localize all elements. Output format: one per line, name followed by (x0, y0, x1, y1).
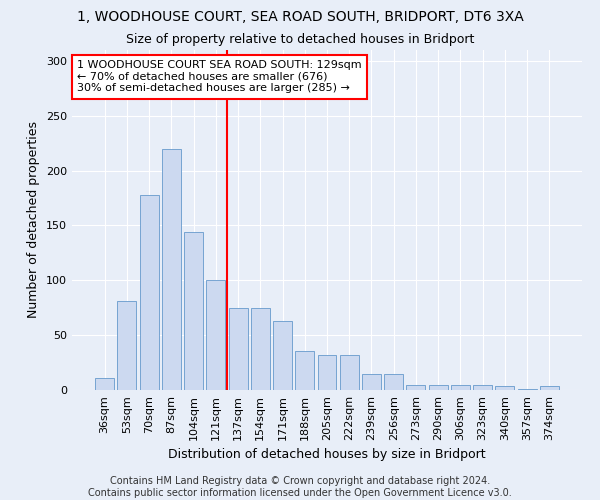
X-axis label: Distribution of detached houses by size in Bridport: Distribution of detached houses by size … (168, 448, 486, 462)
Text: Contains HM Land Registry data © Crown copyright and database right 2024.
Contai: Contains HM Land Registry data © Crown c… (88, 476, 512, 498)
Bar (229, 308, 248, 390)
Bar (540, 386, 559, 390)
Text: 1, WOODHOUSE COURT, SEA ROAD SOUTH, BRIDPORT, DT6 3XA: 1, WOODHOUSE COURT, SEA ROAD SOUTH, BRID… (77, 10, 523, 24)
Bar (518, 389, 536, 390)
Text: Size of property relative to detached houses in Bridport: Size of property relative to detached ho… (126, 32, 474, 46)
Bar (362, 374, 381, 390)
Bar (273, 321, 292, 390)
Bar (184, 232, 203, 390)
Bar (95, 378, 114, 390)
Bar (162, 148, 181, 390)
Bar (406, 384, 425, 390)
Bar (496, 386, 514, 390)
Bar (429, 384, 448, 390)
Bar (295, 350, 314, 390)
Bar (473, 384, 492, 390)
Bar (317, 355, 337, 390)
Y-axis label: Number of detached properties: Number of detached properties (28, 122, 40, 318)
Bar (206, 280, 225, 390)
Bar (118, 301, 136, 390)
Bar (340, 355, 359, 390)
Bar (140, 195, 158, 390)
Bar (451, 384, 470, 390)
Bar (384, 374, 403, 390)
Bar (251, 308, 270, 390)
Text: 1 WOODHOUSE COURT SEA ROAD SOUTH: 129sqm
← 70% of detached houses are smaller (6: 1 WOODHOUSE COURT SEA ROAD SOUTH: 129sqm… (77, 60, 362, 94)
